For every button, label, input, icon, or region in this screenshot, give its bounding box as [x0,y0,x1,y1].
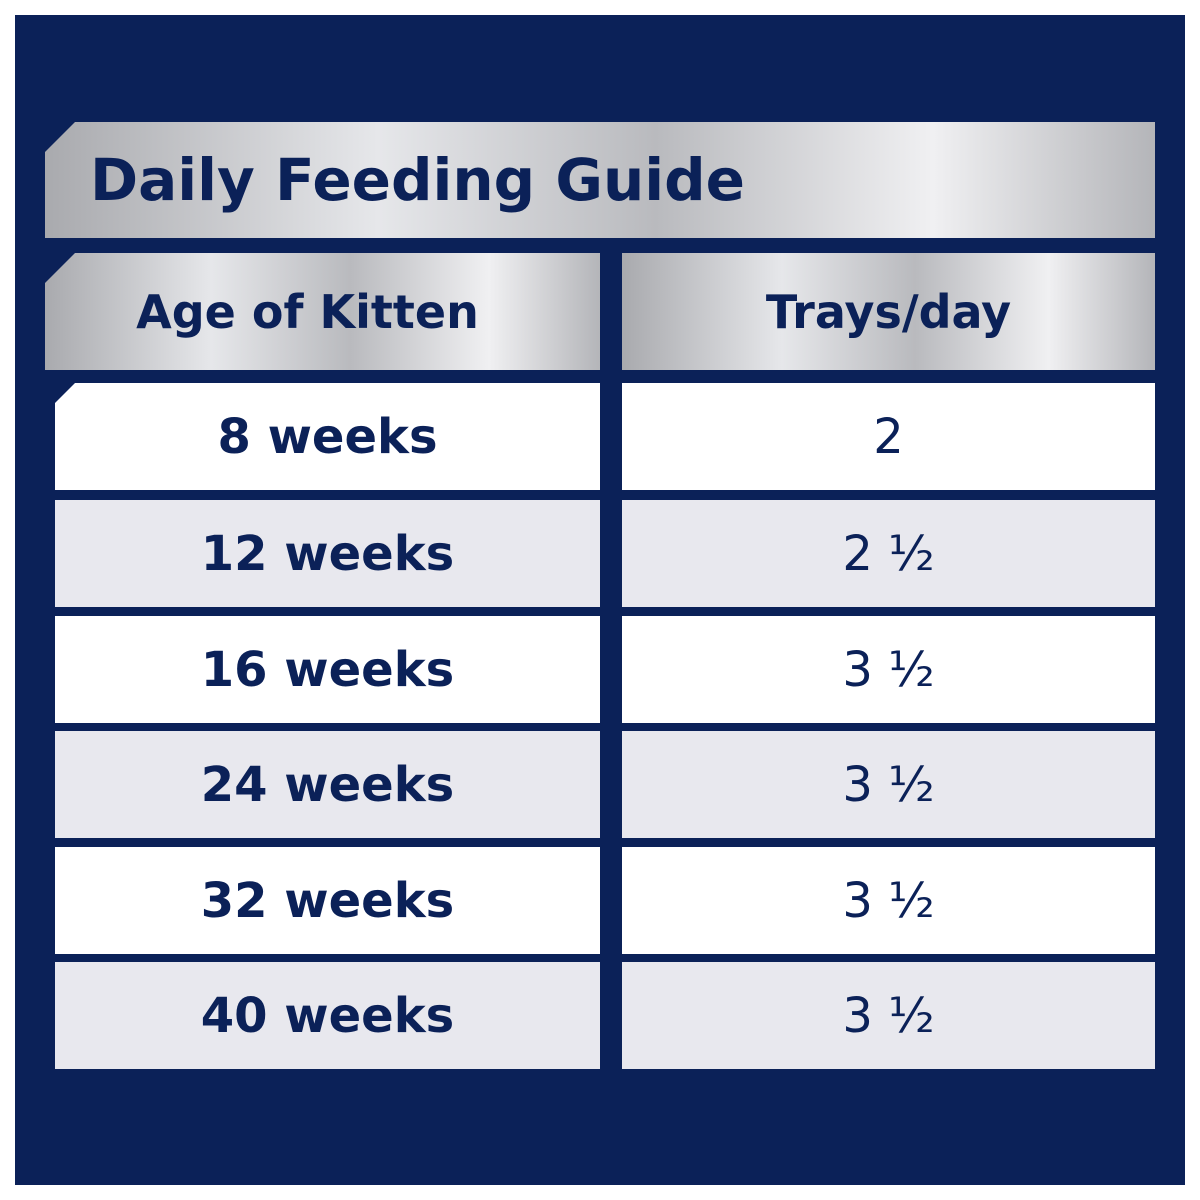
cell-text: 2 ½ [842,525,935,582]
title: Daily Feeding Guide [90,146,746,214]
cell-text: 3 ½ [842,872,935,929]
cell-text: 32 weeks [200,872,455,929]
table-cell: 2 [622,383,1155,490]
cell-text: 8 weeks [217,408,438,465]
table-cell: 3 ½ [622,962,1155,1069]
cell-text: 3 ½ [842,641,935,698]
table-cell: 16 weeks [55,616,600,723]
cell-text: 3 ½ [842,756,935,813]
cell-text: 24 weeks [200,756,455,813]
header-cell: Age of Kitten [45,253,600,370]
table-cell: 3 ½ [622,731,1155,838]
header-text: Age of Kitten [136,284,479,339]
table-cell: 3 ½ [622,616,1155,723]
header-cell: Trays/day [622,253,1155,370]
table-cell: 8 weeks [55,383,600,490]
table-cell: 40 weeks [55,962,600,1069]
cell-text: 16 weeks [200,641,455,698]
title-bar: Daily Feeding Guide [45,122,1155,238]
table-cell: 12 weeks [55,500,600,607]
table-cell: 2 ½ [622,500,1155,607]
cell-text: 2 [873,408,904,465]
cell-text: 40 weeks [200,987,455,1044]
cell-text: 12 weeks [200,525,455,582]
table-cell: 32 weeks [55,847,600,954]
cell-text: 3 ½ [842,987,935,1044]
table-cell: 3 ½ [622,847,1155,954]
table-cell: 24 weeks [55,731,600,838]
header-text: Trays/day [765,284,1012,339]
